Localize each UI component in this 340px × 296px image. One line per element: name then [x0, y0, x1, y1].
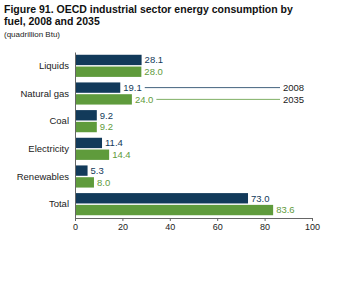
category-tick: Renewables — [17, 171, 70, 182]
legend-label: 2008 — [283, 82, 304, 93]
tick-label: 0 — [73, 222, 78, 232]
subtitle: (quadrillion Btu) — [4, 30, 60, 39]
tick-label: 20 — [118, 222, 128, 232]
tick: 80 — [260, 218, 270, 232]
bar — [75, 110, 97, 120]
tick-label: 80 — [260, 222, 270, 232]
category-tick: Coal — [49, 115, 69, 126]
data-label: 19.1 — [123, 82, 142, 93]
tick-label: 40 — [165, 222, 175, 232]
axis-line — [76, 219, 313, 222]
data-label: 11.4 — [105, 137, 123, 148]
tick-mark — [265, 218, 266, 221]
category-label: Renewables — [17, 171, 70, 182]
data-label: 83.6 — [276, 204, 295, 215]
tick-mark — [312, 218, 313, 221]
title: Figure 91. OECD industrial sector energy… — [4, 3, 293, 27]
bar — [75, 67, 141, 77]
category-tick: Natural gas — [20, 88, 69, 99]
bar — [75, 138, 102, 148]
bar — [75, 150, 109, 160]
x-axis: 0 20 40 60 80 100 — [73, 218, 320, 232]
category-tick: Liquids — [39, 60, 69, 71]
tick-mark — [170, 218, 171, 221]
category-label: Liquids — [39, 60, 69, 71]
y-axis: Liquids Natural gas Coal Electricity Renewab… — [17, 53, 76, 219]
data-label: 28.0 — [144, 66, 163, 77]
bar — [75, 82, 120, 92]
category-label: Natural gas — [20, 88, 69, 99]
series-bars — [75, 55, 248, 204]
tick-mark — [122, 218, 123, 221]
series-bars — [75, 67, 273, 216]
chart: Figure 91. OECD industrial sector energy… — [0, 0, 340, 296]
tick: 100 — [305, 218, 320, 232]
category-tick: Electricity — [28, 143, 69, 154]
tick-label: 60 — [213, 222, 223, 232]
data-label: 14.4 — [112, 149, 130, 160]
data-label: 5.3 — [91, 165, 104, 176]
category-tick: Total — [49, 198, 69, 209]
category-label: Total — [49, 198, 69, 209]
axis-line — [75, 53, 76, 219]
legend-label: 2035 — [283, 94, 304, 105]
data-label: 28.1 — [145, 54, 164, 65]
data-label: 24.0 — [135, 94, 154, 105]
tick: 20 — [118, 218, 128, 232]
bar — [75, 165, 88, 175]
tick-label: 100 — [305, 222, 320, 232]
tick-mark — [217, 218, 218, 221]
category-label: Coal — [49, 115, 69, 126]
tick: 60 — [213, 218, 223, 232]
bar — [75, 205, 273, 215]
tick: 40 — [165, 218, 175, 232]
category-label: Electricity — [28, 143, 69, 154]
bar — [75, 55, 142, 65]
data-label: 8.0 — [97, 177, 110, 188]
legend-leader — [145, 87, 280, 88]
data-label: 9.2 — [100, 110, 113, 121]
bars — [75, 55, 273, 215]
bar — [75, 177, 94, 187]
data-label: 9.2 — [100, 121, 113, 132]
tick: 0 — [73, 218, 78, 232]
data-label: 73.0 — [251, 193, 270, 204]
bar — [75, 193, 248, 203]
bar — [75, 122, 97, 132]
legend-leader — [156, 99, 280, 100]
bar — [75, 94, 132, 104]
